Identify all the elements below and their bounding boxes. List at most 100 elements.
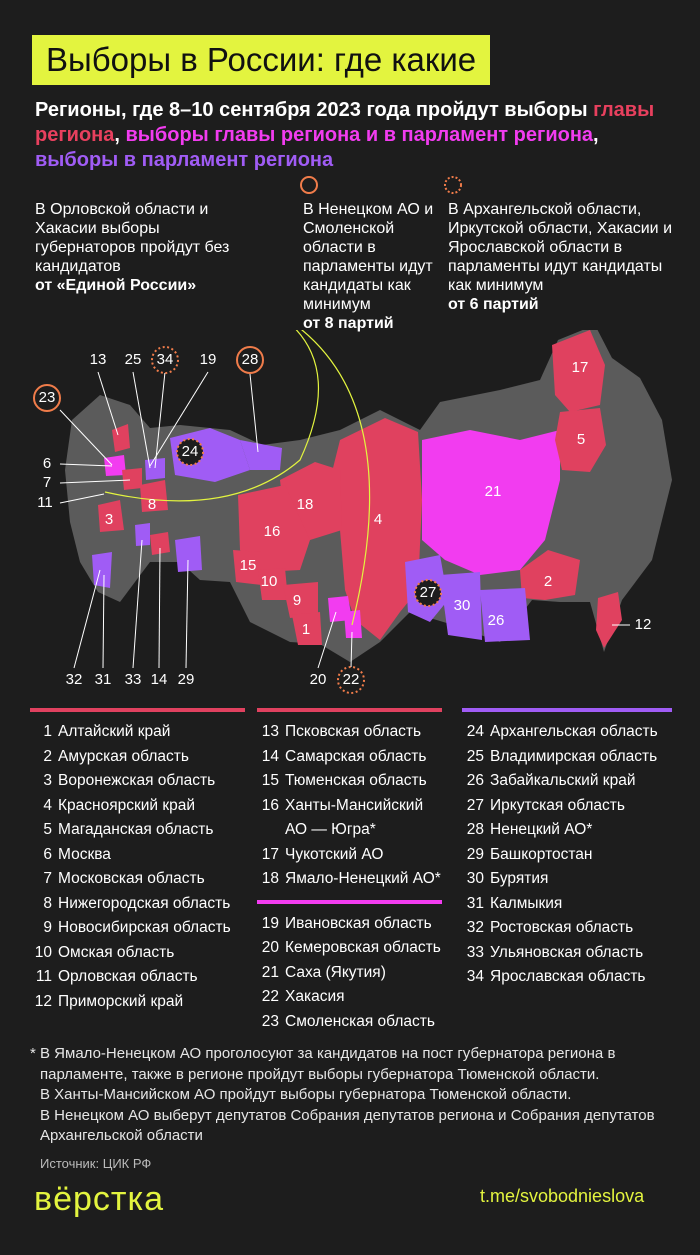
leader-line bbox=[350, 631, 353, 669]
legend-number: 19 bbox=[261, 914, 279, 932]
legend-name: Ненецкий АО* bbox=[490, 821, 593, 838]
map-label: 20 bbox=[310, 671, 327, 688]
label-circle bbox=[337, 666, 365, 694]
legend-item: 18 Ямало-Ненецкий АО* bbox=[257, 867, 442, 892]
region bbox=[344, 610, 362, 638]
legend-name: Ивановская область bbox=[285, 914, 432, 932]
legend-column: 1 Алтайский край 2 Амурская область 3 Воронеж… bbox=[30, 708, 245, 1014]
note-bold: от 8 партий bbox=[303, 315, 394, 332]
note-icons bbox=[300, 176, 462, 194]
legend-item: 2 Амурская область bbox=[30, 745, 245, 770]
region bbox=[552, 330, 605, 412]
legend-number: 10 bbox=[34, 943, 52, 961]
legend-name: Бурятия bbox=[490, 870, 549, 887]
title: Выборы в России: где какие bbox=[32, 35, 491, 85]
leader-line bbox=[59, 493, 105, 504]
leader-line bbox=[73, 569, 101, 669]
region bbox=[238, 485, 310, 572]
map-label: 10 bbox=[261, 573, 278, 590]
legend-name: Забайкальский край bbox=[490, 772, 636, 789]
callout-arc bbox=[300, 330, 371, 626]
region bbox=[555, 408, 606, 472]
source: Источник: ЦИК РФ bbox=[40, 1156, 152, 1171]
legend-number: 4 bbox=[43, 796, 52, 814]
legend-name: Московская область bbox=[58, 870, 205, 887]
legend-item: 34 Ярославская область bbox=[462, 965, 672, 990]
legend-number: 32 bbox=[466, 919, 484, 936]
leader-line bbox=[132, 371, 151, 469]
legend-item: 29 Башкортостан bbox=[462, 843, 672, 868]
leader-line bbox=[185, 559, 189, 669]
legend-number: 8 bbox=[43, 894, 52, 912]
map-label: 27 bbox=[420, 584, 437, 601]
legend-item: 19 Ивановская область bbox=[257, 912, 442, 937]
subtitle-separator: , bbox=[593, 124, 599, 146]
leader-line bbox=[249, 373, 259, 453]
legend-name: Новосибирская область bbox=[58, 919, 231, 936]
legend-item: 24 Архангельская область bbox=[462, 720, 672, 745]
footnote-mark: * bbox=[30, 1045, 36, 1062]
legend-name: Ульяновская область bbox=[490, 943, 644, 961]
note: В Архангельской области, Иркутской облас… bbox=[448, 200, 673, 314]
map-label: 15 bbox=[240, 557, 257, 574]
legend-number: 16 bbox=[261, 796, 279, 814]
dotted-circle-icon bbox=[444, 176, 462, 194]
legend-number: 31 bbox=[466, 894, 484, 912]
legend-item: 14 Самарская область bbox=[257, 745, 442, 770]
note-bold: от «Единой России» bbox=[35, 277, 197, 294]
legend-item: 32 Ростовская область bbox=[462, 916, 672, 941]
legend-item: 11 Орловская область bbox=[30, 965, 245, 990]
legend-item: 20 Кемеровская область bbox=[257, 936, 442, 961]
map-label: 18 bbox=[297, 496, 314, 513]
callout-arcs bbox=[104, 330, 371, 626]
map-label: 34 bbox=[157, 351, 174, 368]
map-label: 6 bbox=[43, 455, 51, 472]
map-label: 11 bbox=[37, 494, 53, 511]
label-circle bbox=[33, 384, 61, 412]
map-label: 2 bbox=[544, 573, 552, 590]
map-label: 7 bbox=[43, 474, 51, 491]
legend-number: 9 bbox=[43, 919, 52, 936]
leader-lines bbox=[59, 371, 630, 669]
legend-item: 10 Омская область bbox=[30, 941, 245, 966]
map-label: 1 bbox=[302, 621, 310, 638]
note-bold: от 6 партий bbox=[448, 296, 539, 313]
legend-name: Чукотский АО bbox=[285, 845, 384, 863]
legend-number: 22 bbox=[261, 988, 279, 1005]
map-label: 33 bbox=[125, 671, 142, 688]
map-label: 3 bbox=[105, 511, 113, 528]
map-label: 24 bbox=[182, 443, 199, 460]
region bbox=[140, 480, 168, 512]
legend-item: 30 Бурятия bbox=[462, 867, 672, 892]
map-label: 21 bbox=[485, 483, 502, 500]
legend-column: 13 Псковская область 14 Самарская область 15… bbox=[257, 708, 442, 1034]
legend-number: 26 bbox=[466, 772, 484, 789]
map-label: 4 bbox=[374, 511, 382, 528]
legend-name: Омская область bbox=[58, 943, 175, 961]
legend-name: Орловская область bbox=[58, 968, 198, 985]
region bbox=[92, 552, 112, 588]
legend-number: 24 bbox=[466, 723, 484, 740]
legend-item: 28 Ненецкий АО* bbox=[462, 818, 672, 843]
label-circle bbox=[236, 346, 264, 374]
region bbox=[145, 458, 165, 480]
legend-number: 33 bbox=[466, 943, 484, 961]
leader-line bbox=[97, 371, 119, 436]
legend-item: 12 Приморский край bbox=[30, 990, 245, 1015]
map-label: 32 bbox=[66, 671, 83, 688]
legend-item: 26 Забайкальский край bbox=[462, 769, 672, 794]
legend-number: 17 bbox=[261, 845, 279, 863]
legend-item: 17 Чукотский АО bbox=[257, 843, 442, 868]
legend-item: 21 Саха (Якутия) bbox=[257, 961, 442, 986]
map-label: 13 bbox=[90, 351, 107, 368]
subtitle: Регионы, где 8–10 сентября 2023 года про… bbox=[35, 98, 675, 173]
note-text: В Архангельской области, Иркутской облас… bbox=[448, 201, 672, 294]
region bbox=[480, 588, 530, 642]
region bbox=[283, 582, 318, 618]
label-circle bbox=[414, 579, 442, 607]
footnote-paragraph: В Ненецком АО выберут депутатов Собрания… bbox=[40, 1106, 655, 1145]
legend-number: 34 bbox=[466, 968, 484, 985]
legend-item: 8 Нижегородская область bbox=[30, 892, 245, 917]
region bbox=[258, 568, 288, 600]
